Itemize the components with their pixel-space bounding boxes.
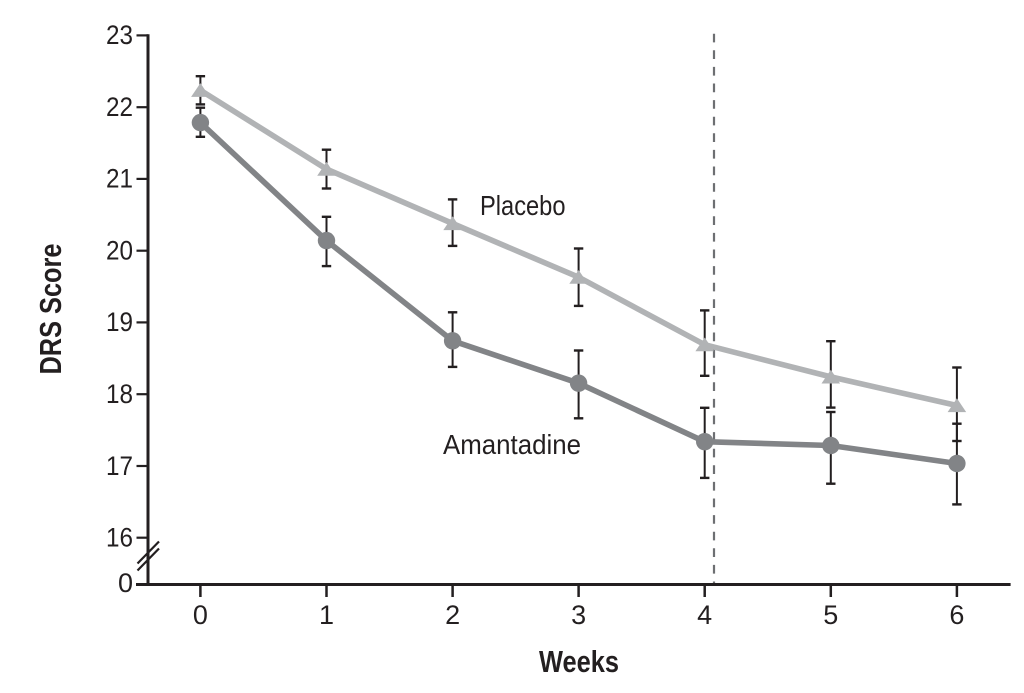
svg-text:1: 1 bbox=[319, 600, 334, 630]
svg-text:6: 6 bbox=[949, 600, 964, 630]
svg-text:23: 23 bbox=[106, 20, 133, 50]
svg-text:5: 5 bbox=[823, 600, 838, 630]
svg-text:16: 16 bbox=[106, 523, 133, 553]
svg-text:Amantadine: Amantadine bbox=[443, 429, 581, 460]
svg-text:0: 0 bbox=[193, 600, 208, 630]
svg-text:19: 19 bbox=[106, 307, 133, 337]
svg-text:4: 4 bbox=[697, 600, 712, 630]
svg-text:0: 0 bbox=[118, 568, 133, 598]
svg-text:Weeks: Weeks bbox=[539, 644, 619, 679]
svg-text:20: 20 bbox=[106, 236, 133, 266]
svg-text:22: 22 bbox=[106, 92, 133, 122]
svg-text:21: 21 bbox=[106, 164, 133, 194]
svg-text:18: 18 bbox=[106, 379, 133, 409]
svg-text:2: 2 bbox=[445, 600, 460, 630]
svg-text:17: 17 bbox=[106, 451, 133, 481]
svg-text:3: 3 bbox=[571, 600, 586, 630]
svg-text:Placebo: Placebo bbox=[480, 190, 566, 221]
svg-text:DRS Score: DRS Score bbox=[33, 244, 68, 375]
